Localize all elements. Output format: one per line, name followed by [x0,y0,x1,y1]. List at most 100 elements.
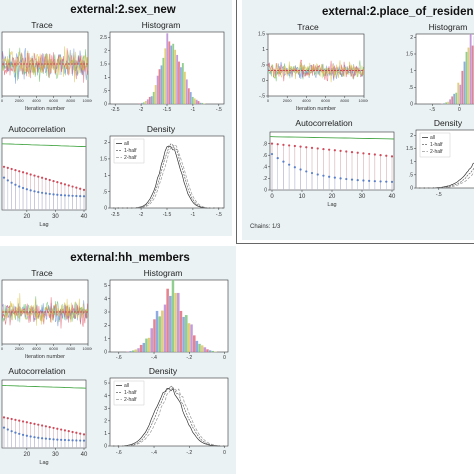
acf-point [56,193,59,196]
acf-point [14,183,17,186]
x-tick-label: 10000 [82,98,92,103]
histogram-bar [176,54,179,105]
y-tick-label: .5 [409,173,413,179]
acf-point [385,180,388,183]
autocorrelation-plot: Autocorrelation 20 30 40 Lag [0,124,92,234]
histogram-bar [190,324,193,353]
acf-point [322,147,325,151]
histogram-bar [195,99,198,105]
acf-point [48,437,51,441]
histogram-bar [184,314,188,353]
density-plot: Density all 1-half 2-half -.6 -.4 -.2 0 0 1 2 3 4 5 [92,366,234,472]
y-tick-label: 1.5 [406,52,413,58]
histogram-bar [203,347,207,353]
y-tick-label: 2 [104,323,107,329]
acf-point [75,194,78,198]
acf-point [276,143,279,146]
acf-point [75,439,78,442]
acf-point [56,438,59,441]
x-tick-label: 40 [389,194,396,200]
trace-svg: 0 2000 4000 6000 8000 10000 Iteration number [1,279,94,360]
panel-title: external:2.place_of_residence [322,6,474,18]
histogram-bar [134,349,138,353]
acf-point [18,432,21,435]
acf-point [6,179,9,182]
acf-point [339,149,342,152]
histogram-bar [156,75,159,105]
x-tick-label: 2000 [15,98,25,103]
x-tick-label: -2 [139,212,144,218]
y-tick-label: 1 [410,68,413,74]
acf-point [21,420,25,423]
acf-point [29,173,32,176]
trace-title: Trace [31,268,53,278]
histogram-bar [168,295,172,353]
acf-band-line [269,136,395,140]
panel-sex-new: external:2.sex_new Trace 0 2000 4000 6000 80… [0,0,232,236]
y-tick-label: 2 [104,140,107,146]
y-tick-label: .2 [263,176,267,182]
acf-point [33,422,36,425]
y-tick-label: 5 [104,381,107,387]
histogram-bar [463,61,466,105]
acf-point [379,180,382,183]
acf-point [67,439,70,442]
acf-point [316,173,319,176]
acf-point [356,151,359,154]
x-tick-label: 10000 [82,346,92,351]
acf-point [48,426,51,429]
histogram-bar [148,96,151,105]
x-tick-label: 20 [24,214,31,220]
acf-point [33,190,36,193]
acf-point [368,152,371,156]
x-tick-label: 0 [1,346,4,351]
histogram-bar [451,96,454,105]
histogram-bar [187,88,190,105]
acf-point [333,149,336,152]
x-tick-label: 8000 [66,346,76,351]
x-tick-label: 40 [81,452,88,458]
y-tick-label: 1 [104,173,107,179]
y-tick-label: 2 [410,35,413,41]
acf-point [52,179,55,183]
acf-point [288,144,291,147]
acf-point [25,172,28,175]
acf-point [44,437,48,440]
histogram-bar [200,345,204,353]
histogram-bar [160,310,164,353]
acf-point [310,146,314,149]
acf-point [18,419,21,422]
y-tick-label: .5 [409,85,413,91]
legend-box [419,132,451,158]
y-tick-label: 2 [104,48,107,54]
y-tick-label: 0 [104,206,107,212]
histogram-bar [163,304,167,353]
acf-point [10,167,13,171]
y-tick-label: 1 [104,75,107,81]
histogram-bar [179,67,183,105]
y-tick-label: 0 [262,78,265,84]
x-tick-label: 0 [223,450,226,456]
x-axis-label: Lag [39,222,48,228]
acf-point [379,154,382,157]
vertical-divider [236,0,237,244]
acf-point [40,191,44,194]
y-tick-label: 5 [104,283,107,289]
acf-point [52,426,55,430]
plot-area [267,33,365,97]
histogram-title: Histogram [143,268,183,278]
acf-point [350,178,354,181]
histogram-bar [166,33,169,105]
y-tick-label: 2.5 [100,35,107,41]
y-tick-label: .5 [103,189,107,195]
acf-point [385,154,388,157]
histogram-bar [453,93,456,105]
acf-point [44,192,48,195]
acf-point [362,179,365,182]
x-tick-label: -.5 [216,212,222,218]
acf-point [328,175,331,178]
y-tick-label: 4 [104,296,107,302]
acf-point [63,438,67,442]
